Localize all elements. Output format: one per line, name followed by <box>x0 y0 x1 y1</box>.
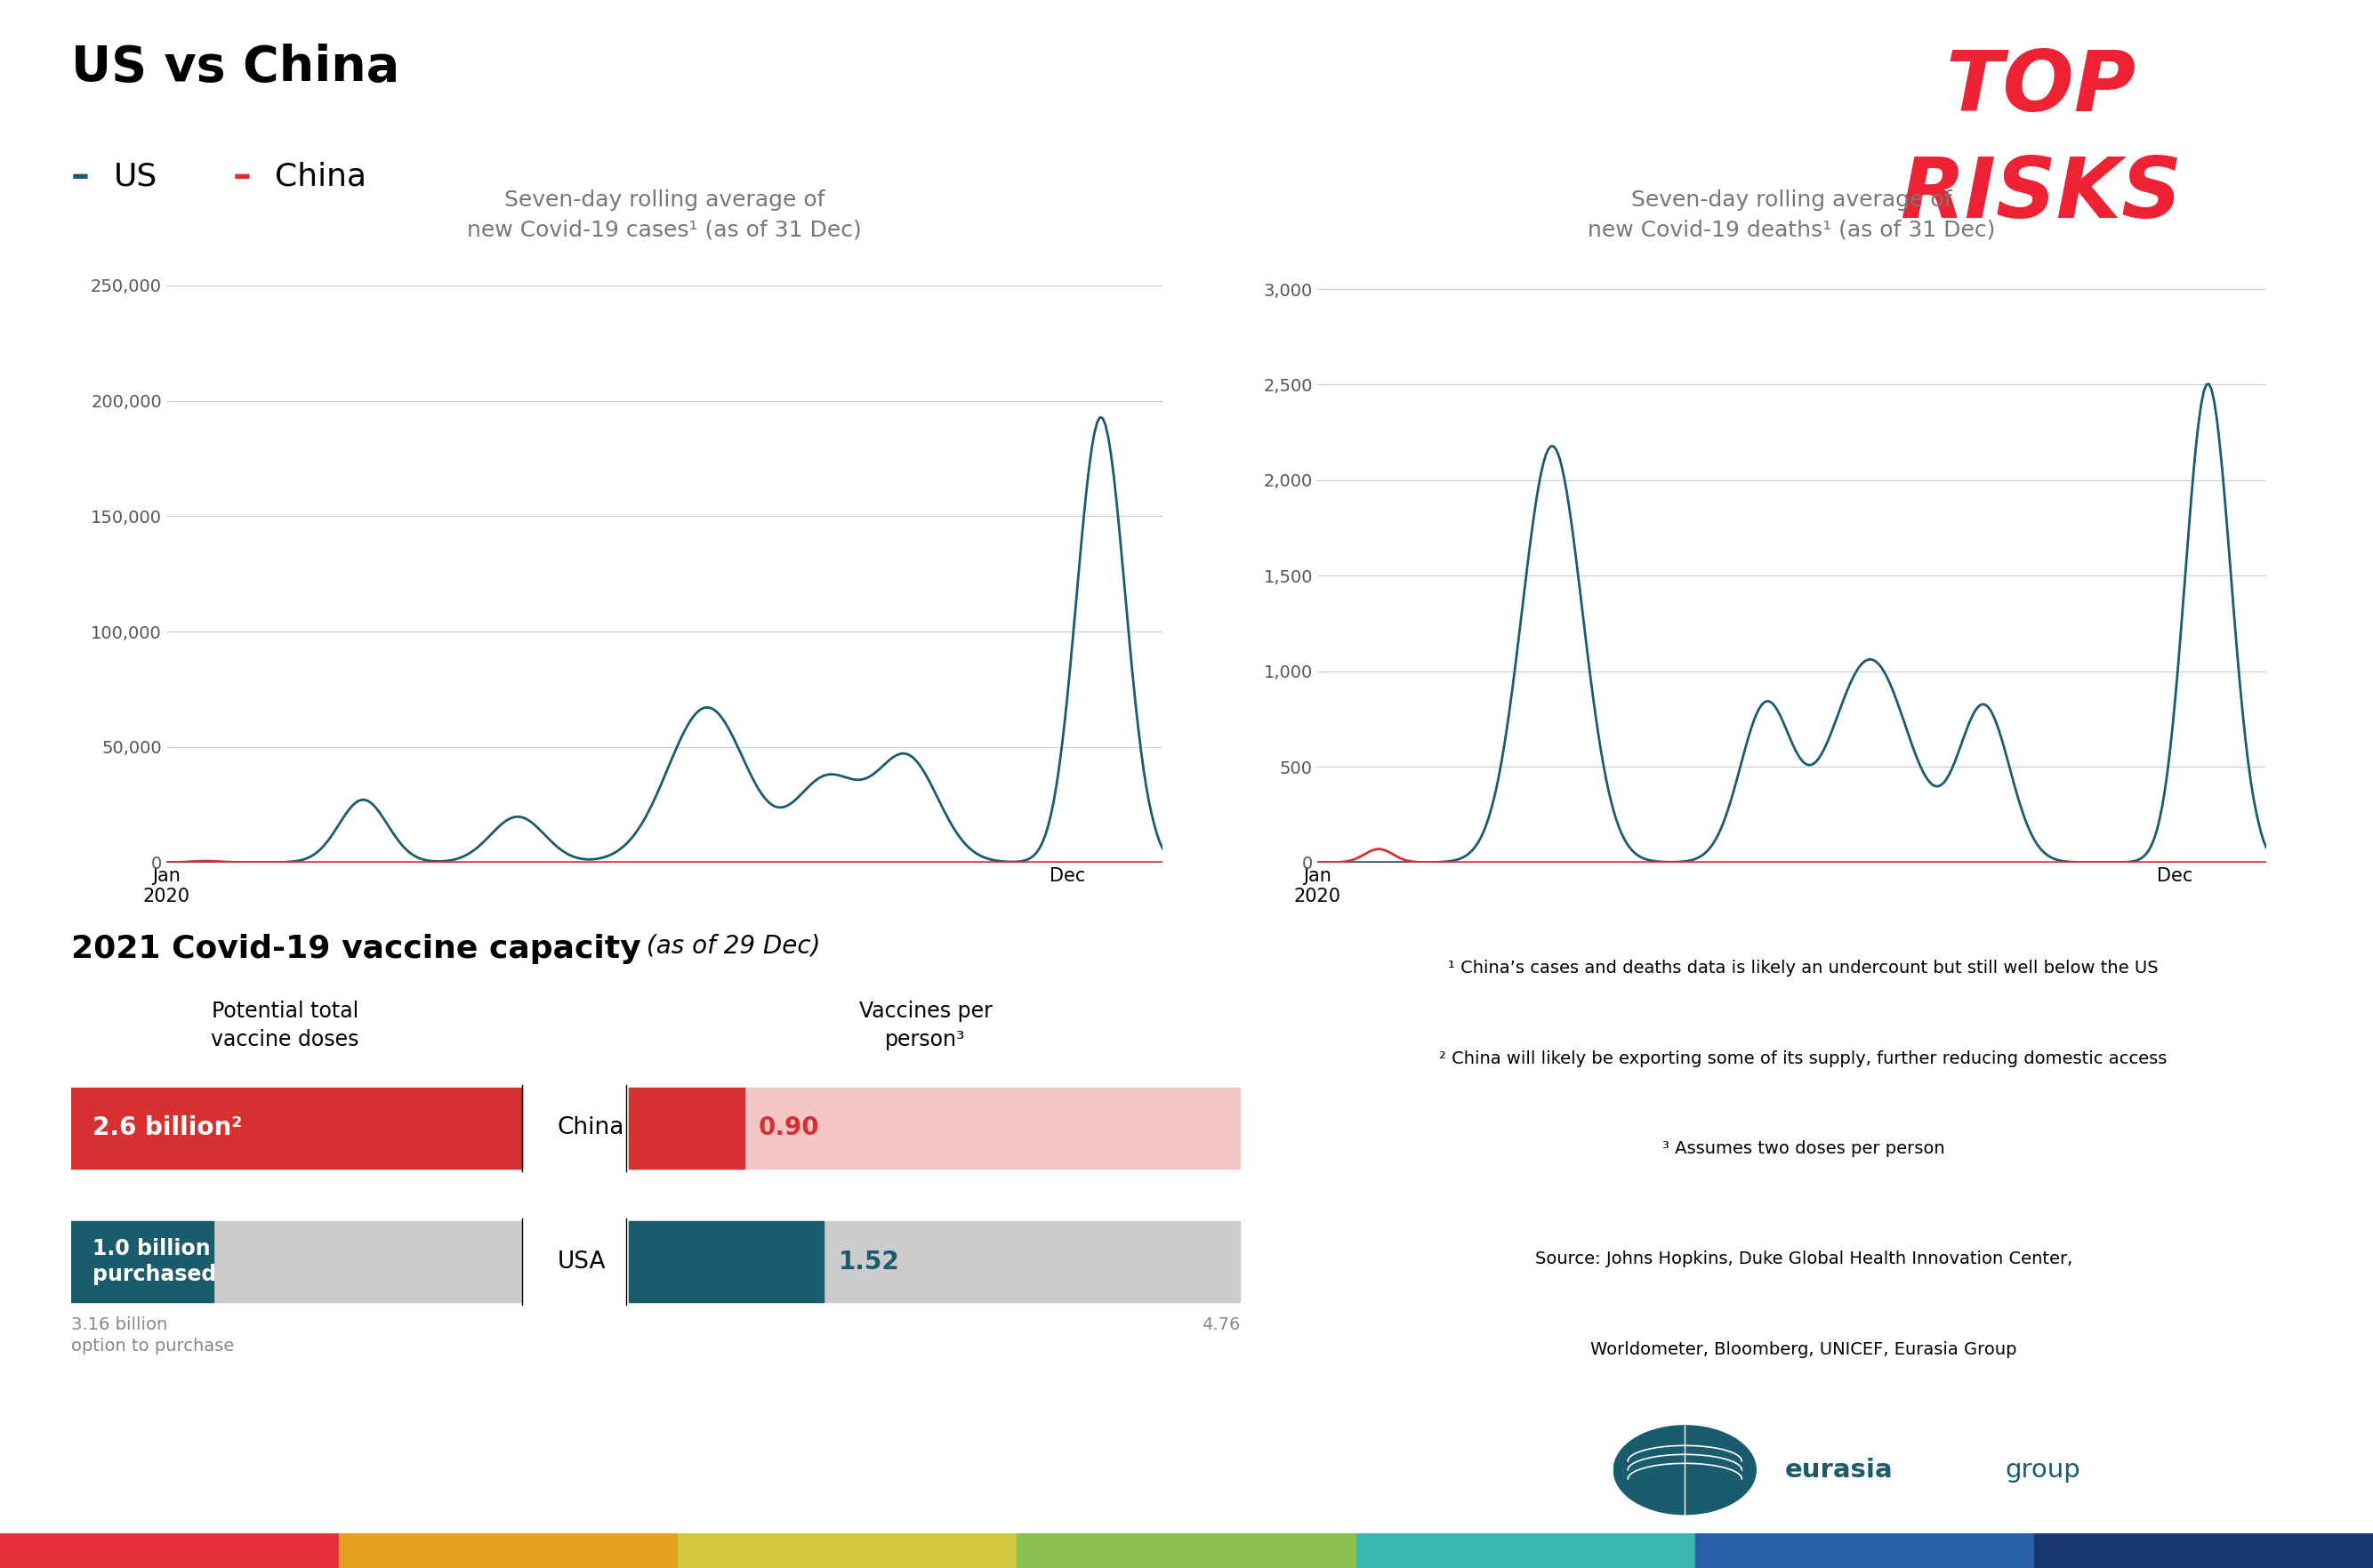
Text: eurasia: eurasia <box>1784 1458 1894 1482</box>
Bar <box>1355 1534 1694 1568</box>
Bar <box>339 1534 679 1568</box>
Bar <box>679 1534 1018 1568</box>
Text: RISKS: RISKS <box>1901 154 2181 235</box>
Bar <box>71 1221 214 1301</box>
Text: Vaccines per
person³: Vaccines per person³ <box>859 1000 992 1051</box>
Bar <box>1018 1534 1355 1568</box>
Text: –: – <box>71 158 90 194</box>
Text: 3.16 billion
option to purchase: 3.16 billion option to purchase <box>71 1317 235 1355</box>
Text: 1.0 billion
purchased: 1.0 billion purchased <box>93 1237 216 1286</box>
Text: Source: Johns Hopkins, Duke Global Health Innovation Center,: Source: Johns Hopkins, Duke Global Healt… <box>1535 1251 2072 1267</box>
Text: (as of 29 Dec): (as of 29 Dec) <box>638 935 821 958</box>
Text: Worldometer, Bloomberg, UNICEF, Eurasia Group: Worldometer, Bloomberg, UNICEF, Eurasia … <box>1590 1341 2017 1358</box>
Text: China: China <box>558 1116 624 1140</box>
Text: Potential total
vaccine doses: Potential total vaccine doses <box>211 1000 358 1051</box>
Bar <box>629 1221 823 1301</box>
Circle shape <box>1614 1425 1756 1515</box>
Text: US vs China: US vs China <box>71 44 399 93</box>
Text: 2.6 billion²: 2.6 billion² <box>93 1116 242 1140</box>
Text: ² China will likely be exporting some of its supply, further reducing domestic a: ² China will likely be exporting some of… <box>1440 1051 2167 1066</box>
Text: USA: USA <box>558 1250 605 1273</box>
Bar <box>1694 1534 2034 1568</box>
Bar <box>0 1534 339 1568</box>
Bar <box>2034 1534 2373 1568</box>
Text: 4.76: 4.76 <box>1201 1317 1241 1334</box>
Text: group: group <box>2005 1458 2081 1482</box>
Text: 2021: 2021 <box>1925 267 2157 348</box>
Text: 0.90: 0.90 <box>759 1116 819 1140</box>
Title: Seven-day rolling average of
new Covid-19 cases¹ (as of 31 Dec): Seven-day rolling average of new Covid-1… <box>467 190 861 240</box>
Text: China: China <box>275 162 368 191</box>
Text: US: US <box>114 162 157 191</box>
Text: ¹ China’s cases and deaths data is likely an undercount but still well below the: ¹ China’s cases and deaths data is likel… <box>1448 960 2159 977</box>
Text: ³ Assumes two doses per person: ³ Assumes two doses per person <box>1661 1140 1946 1157</box>
Bar <box>71 1221 522 1301</box>
Bar <box>71 1088 522 1168</box>
Text: TOP: TOP <box>1946 47 2136 129</box>
Text: –: – <box>233 158 252 194</box>
Bar <box>629 1088 1241 1168</box>
Bar <box>629 1221 1241 1301</box>
Title: Seven-day rolling average of
new Covid-19 deaths¹ (as of 31 Dec): Seven-day rolling average of new Covid-1… <box>1588 190 1996 240</box>
Text: 1.52: 1.52 <box>838 1250 899 1275</box>
Text: 2021 Covid-19 vaccine capacity: 2021 Covid-19 vaccine capacity <box>71 935 641 964</box>
Bar <box>629 1088 745 1168</box>
